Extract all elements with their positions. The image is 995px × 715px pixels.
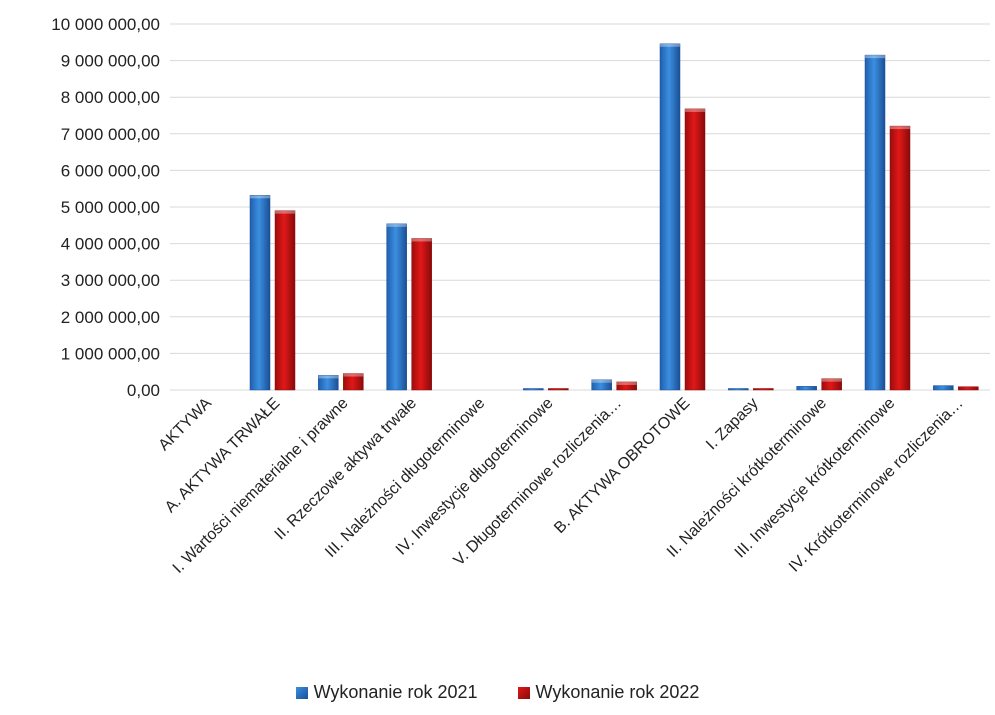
y-axis: 0,00 1 000 000,00 2 000 000,00 3 000 000,00… [51,15,160,400]
bar-highlight [821,378,842,382]
bar-2021-9 [796,386,817,391]
y-tick-label: 5 000 000,00 [61,198,160,217]
bar-2022-11 [958,386,979,391]
bar-2021-7 [659,43,681,391]
x-category-label: A. AKTYWA TRWAŁE [162,395,283,516]
legend-item-2021: Wykonanie rok 2021 [295,682,478,703]
bar-2021-6 [591,379,612,391]
legend-label-2022: Wykonanie rok 2022 [535,682,700,702]
x-category-label: II. Rzeczowe aktywa trwałe [272,395,421,544]
y-tick-label: 4 000 000,00 [61,235,160,254]
bar-2022-8 [753,388,774,391]
bar-2022-3 [411,238,432,391]
bar-2022-10 [889,125,911,391]
gridlines [170,23,990,391]
bar-2021-1 [249,195,271,391]
bar-highlight [386,223,407,227]
legend-label-2021: Wykonanie rok 2021 [313,682,478,702]
bar-highlight [250,195,270,199]
y-tick-label: 1 000 000,00 [61,344,160,363]
bar-highlight [890,126,910,130]
y-tick-label: 8 000 000,00 [61,88,160,107]
bar-2022-2 [343,373,364,391]
bar-highlight [616,381,637,385]
bar-highlight [275,210,295,214]
legend-item-2022: Wykonanie rok 2022 [517,682,700,703]
bar-2022-1 [274,210,296,391]
bar-2022-6 [616,381,637,391]
bar-2021-5 [523,388,544,391]
bar-highlight [318,375,339,379]
bar-2021-3 [386,223,407,391]
x-category-label: I. Zapasy [703,395,762,454]
bar-highlight [660,43,680,47]
bar-2021-10 [864,54,886,391]
y-tick-label: 3 000 000,00 [61,271,160,290]
bar-highlight [591,379,612,383]
x-category-label: AKTYWA [156,395,216,455]
bar-highlight [411,238,432,242]
y-tick-label: 0,00 [127,381,160,400]
y-tick-label: 10 000 000,00 [51,15,160,34]
y-tick-label: 6 000 000,00 [61,161,160,180]
bar-highlight [343,373,364,377]
bars [249,43,979,391]
bar-2021-11 [933,385,954,391]
x-category-label: B. AKTYWA OBROTOWE [551,395,693,537]
bar-highlight [865,55,885,59]
bar-2022-9 [821,378,842,391]
y-tick-label: 2 000 000,00 [61,308,160,327]
bar-2022-5 [548,388,569,391]
y-tick-label: 9 000 000,00 [61,52,160,71]
bar-2021-2 [318,375,339,391]
bar-2022-7 [684,108,706,391]
legend: Wykonanie rok 2021 Wykonanie rok 2022 [0,682,995,703]
legend-swatch-2022 [517,686,530,699]
bar-2021-8 [728,388,749,391]
bar-highlight [685,108,705,112]
legend-swatch-2021 [295,686,308,699]
y-tick-label: 7 000 000,00 [61,125,160,144]
